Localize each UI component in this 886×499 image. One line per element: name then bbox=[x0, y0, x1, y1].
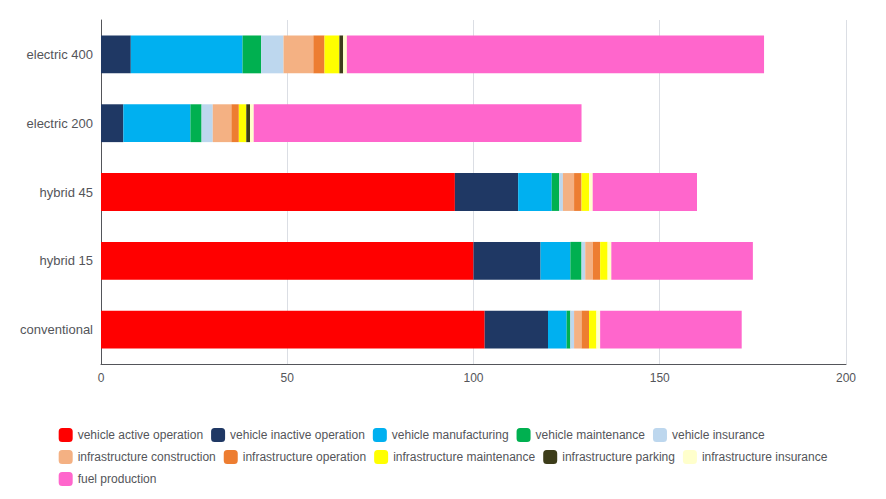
svg-text:200: 200 bbox=[836, 371, 856, 385]
svg-text:0: 0 bbox=[98, 371, 105, 385]
svg-text:150: 150 bbox=[650, 371, 670, 385]
svg-text:vehicle manufacturing: vehicle manufacturing bbox=[392, 428, 509, 442]
svg-text:infrastructure insurance: infrastructure insurance bbox=[702, 450, 828, 464]
svg-text:electric 200: electric 200 bbox=[27, 116, 93, 131]
svg-text:electric 400: electric 400 bbox=[27, 47, 93, 62]
svg-text:infrastructure parking: infrastructure parking bbox=[562, 450, 675, 464]
svg-text:50: 50 bbox=[281, 371, 295, 385]
svg-text:hybrid 45: hybrid 45 bbox=[40, 185, 93, 200]
svg-text:100: 100 bbox=[463, 371, 483, 385]
svg-text:infrastructure construction: infrastructure construction bbox=[78, 450, 216, 464]
svg-text:vehicle insurance: vehicle insurance bbox=[672, 428, 765, 442]
svg-text:infrastructure operation: infrastructure operation bbox=[243, 450, 366, 464]
svg-text:hybrid 15: hybrid 15 bbox=[40, 253, 93, 268]
svg-text:conventional: conventional bbox=[20, 322, 93, 337]
svg-text:fuel production: fuel production bbox=[78, 472, 157, 486]
svg-text:infrastructure maintenance: infrastructure maintenance bbox=[393, 450, 535, 464]
svg-text:vehicle active operation: vehicle active operation bbox=[78, 428, 203, 442]
svg-text:vehicle maintenance: vehicle maintenance bbox=[536, 428, 646, 442]
svg-text:vehicle inactive operation: vehicle inactive operation bbox=[230, 428, 365, 442]
